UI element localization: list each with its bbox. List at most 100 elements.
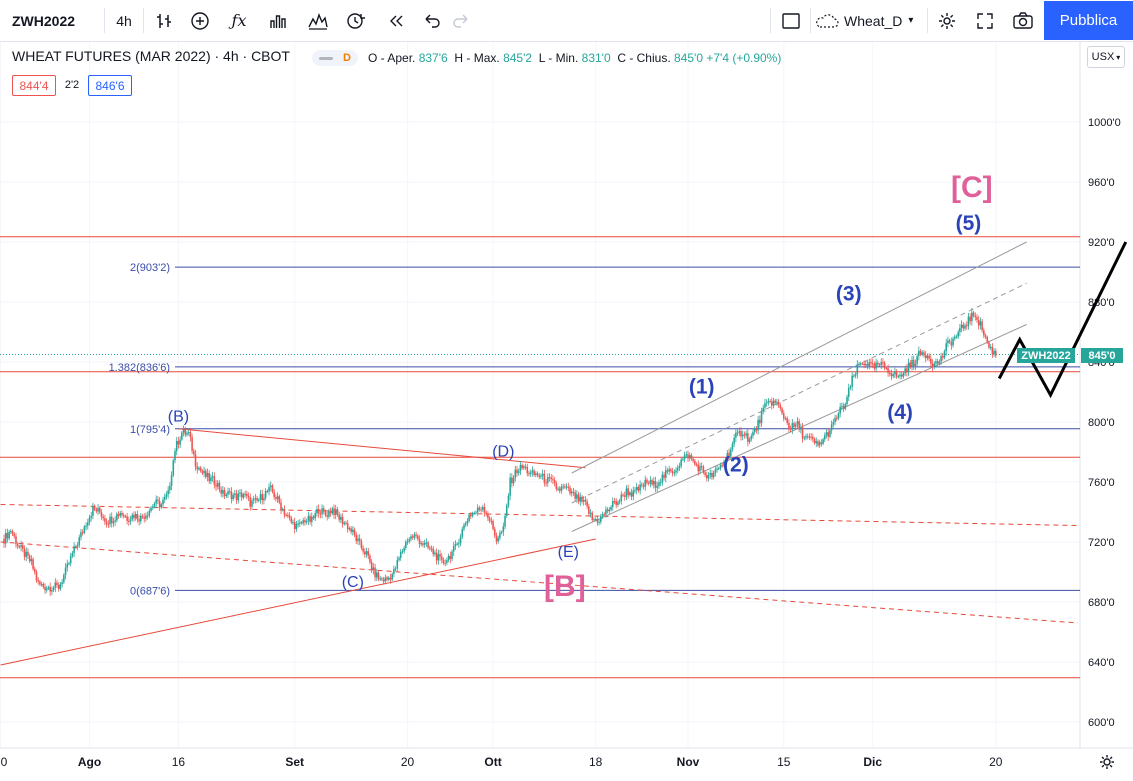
candle-body	[268, 487, 270, 492]
candle-body	[182, 429, 185, 433]
candle-body	[630, 492, 633, 497]
candle-body	[201, 470, 204, 474]
candle-body	[562, 486, 564, 488]
candle-body	[116, 514, 118, 521]
candle-body	[767, 400, 770, 403]
candle-body	[598, 521, 600, 523]
candle-body	[57, 584, 60, 589]
candle-body	[784, 418, 787, 420]
candle-body	[627, 488, 629, 496]
candle-body	[709, 473, 712, 476]
candle-body	[671, 471, 674, 474]
candle-body	[80, 532, 82, 538]
candle-body	[591, 512, 594, 520]
candle-body	[102, 516, 104, 519]
legend-title: WHEAT FUTURES (MAR 2022) · 4h · CBOT	[12, 48, 290, 64]
symbol-search-button[interactable]: ZWH2022	[12, 12, 76, 29]
toolbar-divider	[770, 8, 771, 33]
sell-price-button[interactable]: 844'4	[12, 75, 56, 96]
candle-body	[511, 477, 513, 484]
candle-body	[85, 525, 87, 527]
candle-body	[502, 526, 505, 533]
candle-body	[748, 439, 751, 442]
toolbar-divider	[927, 8, 928, 33]
y-tick-label: 680'0	[1088, 597, 1115, 609]
candle-body	[759, 419, 761, 424]
undo-icon[interactable]	[414, 0, 450, 41]
legend-toggle[interactable]: D	[312, 50, 358, 66]
layout-icon[interactable]	[773, 0, 809, 41]
candle-body	[452, 545, 455, 552]
candle-body	[287, 515, 289, 517]
indicators-icon[interactable]: ƒx	[231, 11, 247, 30]
candle-body	[983, 330, 985, 336]
candle-body	[940, 356, 942, 362]
candle-body	[295, 523, 298, 530]
candle-body	[947, 340, 949, 344]
templates-icon[interactable]	[260, 0, 296, 41]
candle-body	[548, 477, 551, 479]
camera-icon[interactable]	[1005, 0, 1041, 41]
candle-body	[189, 432, 192, 438]
candle-body	[317, 509, 320, 514]
candle-body	[911, 359, 913, 367]
fullscreen-icon[interactable]	[967, 0, 1003, 41]
add-compare-icon[interactable]	[182, 0, 218, 41]
interval-button[interactable]: 4h	[116, 12, 132, 29]
x-tick-label: Dic	[863, 755, 882, 769]
settings-icon[interactable]	[929, 0, 965, 41]
candle-body	[697, 464, 700, 472]
candle-body	[417, 535, 419, 540]
redo-icon[interactable]	[443, 0, 479, 41]
grid	[0, 42, 1080, 748]
candle-body	[582, 499, 585, 502]
x-tick-label: 20	[989, 755, 1003, 769]
buy-price-button[interactable]: 846'6	[88, 75, 132, 96]
candle-body	[574, 492, 576, 499]
candle-body	[986, 337, 989, 343]
candle-body	[577, 494, 580, 502]
candle-body	[824, 435, 826, 440]
candle-body	[278, 496, 281, 503]
candle-body	[379, 578, 381, 580]
candle-body	[382, 579, 385, 582]
fib-level-label: 0(687'6)	[130, 585, 170, 597]
replay-icon[interactable]	[338, 0, 374, 41]
candle-body	[174, 451, 176, 461]
candle-body	[854, 374, 857, 376]
candle-body	[336, 509, 339, 515]
candle-body	[613, 501, 616, 503]
candle-body	[232, 494, 234, 500]
candle-body	[230, 491, 233, 500]
candle-body	[788, 422, 790, 429]
candle-body	[519, 464, 522, 472]
candle-body	[442, 559, 445, 563]
indicator-template-button[interactable]: Wheat_D ▾	[814, 0, 924, 41]
candle-body	[437, 554, 440, 561]
candle-body	[435, 552, 438, 561]
alerts-icon[interactable]	[300, 0, 336, 41]
candle-body	[112, 521, 115, 524]
spread-value: 2'2	[64, 78, 80, 91]
publish-button[interactable]: Pubblica	[1044, 1, 1133, 40]
candle-body	[933, 363, 936, 367]
candle-body	[623, 495, 626, 497]
template-name: Wheat_D	[844, 12, 903, 29]
rewind-icon[interactable]	[378, 0, 414, 41]
candle-body	[386, 577, 388, 580]
candle-body	[846, 396, 848, 405]
candle-body	[406, 541, 409, 543]
gear-icon[interactable]	[1097, 752, 1117, 772]
candle-body	[444, 562, 446, 564]
candle-body	[216, 482, 219, 487]
visibility-icon	[319, 56, 333, 60]
candle-body	[418, 539, 421, 544]
candle-body	[415, 534, 417, 536]
bar-style-icon[interactable]	[146, 0, 182, 41]
candle-body	[204, 470, 207, 477]
currency-select[interactable]: USX ▾	[1087, 46, 1125, 68]
candle-body	[331, 508, 334, 514]
candle-body	[637, 487, 640, 491]
candle-body	[365, 551, 368, 555]
